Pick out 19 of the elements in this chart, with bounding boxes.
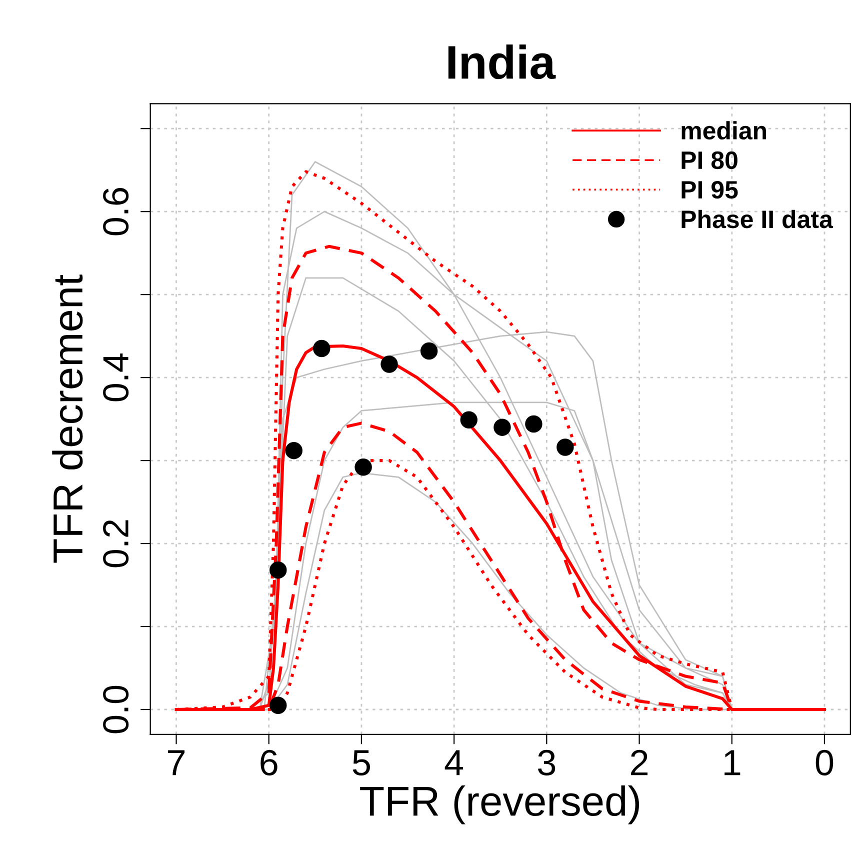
y-tick-label: 0.6 <box>103 188 129 236</box>
x-axis-title: TFR (reversed) <box>360 785 640 824</box>
x-tick-label: 4 <box>444 750 464 776</box>
y-tick-label: 0.4 <box>103 354 129 402</box>
x-tick-label: 1 <box>724 750 740 776</box>
legend-label: PI 80 <box>682 151 738 170</box>
legend-label: Phase II data <box>682 210 834 228</box>
x-tick-label: 2 <box>631 750 648 776</box>
x-tick-label: 5 <box>352 750 370 776</box>
x-tick-label: 0 <box>816 750 834 776</box>
y-tick-label: 0.2 <box>103 520 129 568</box>
chart-title: India <box>448 44 556 80</box>
x-tick-label: 6 <box>260 750 278 776</box>
y-tick-label: 0.0 <box>103 686 129 734</box>
legend-label: median <box>682 121 766 140</box>
legend-label: PI 95 <box>682 180 738 199</box>
x-tick-label: 7 <box>168 750 184 776</box>
y-axis-title: TFR decrement <box>52 274 83 563</box>
x-tick-label: 3 <box>538 750 556 776</box>
